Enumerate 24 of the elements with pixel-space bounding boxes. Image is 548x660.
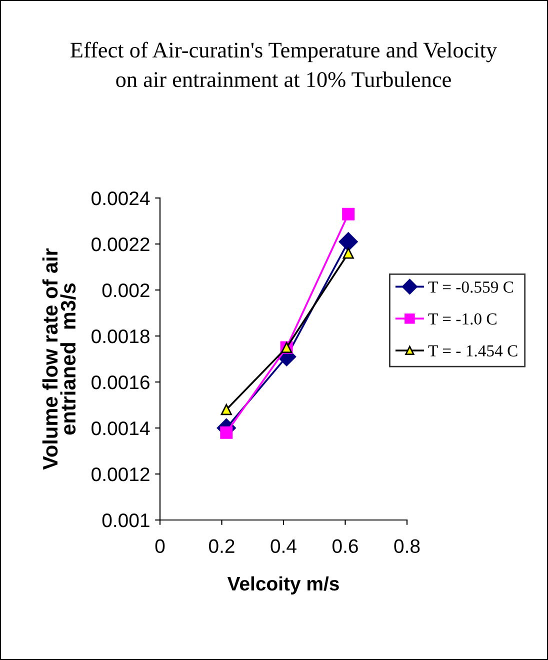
- point: [342, 248, 354, 259]
- y-axis-title: Volume flow rate of air entrianed m3/s: [42, 248, 76, 470]
- x-axis-title: Velcoity m/s: [227, 576, 339, 594]
- y-tick-label: 0.0016: [92, 375, 150, 390]
- legend-label: T = - 1.454 C: [428, 345, 518, 357]
- x-tick-label: 0.6: [332, 539, 358, 554]
- y-tick-label: 0.0012: [92, 467, 150, 482]
- x-tick-label: 0.8: [394, 539, 420, 554]
- point: [342, 208, 355, 220]
- y-tick-label: 0.0018: [92, 329, 150, 344]
- legend-label: T = -1.0 C: [428, 313, 496, 325]
- y-tick-label: 0.0014: [92, 421, 150, 436]
- x-tick-label: 0.4: [270, 539, 296, 554]
- y-tick-label: 0.0024: [92, 191, 150, 206]
- y-tick-label: 0.0022: [92, 237, 150, 252]
- point: [220, 426, 233, 439]
- x-tick-label: 0.2: [208, 539, 234, 554]
- point: [338, 232, 358, 252]
- chart-title: Effect of Air-curatin's Temperature and Velocity on air entrainment at 10% Turbulence: [70, 42, 498, 88]
- x-tick-label: 0: [155, 539, 165, 554]
- y-tick-label: 0.002: [102, 283, 150, 298]
- y-tick-label: 0.001: [102, 513, 150, 528]
- legend-label: T = -0.559 C: [428, 281, 514, 293]
- point: [220, 404, 232, 416]
